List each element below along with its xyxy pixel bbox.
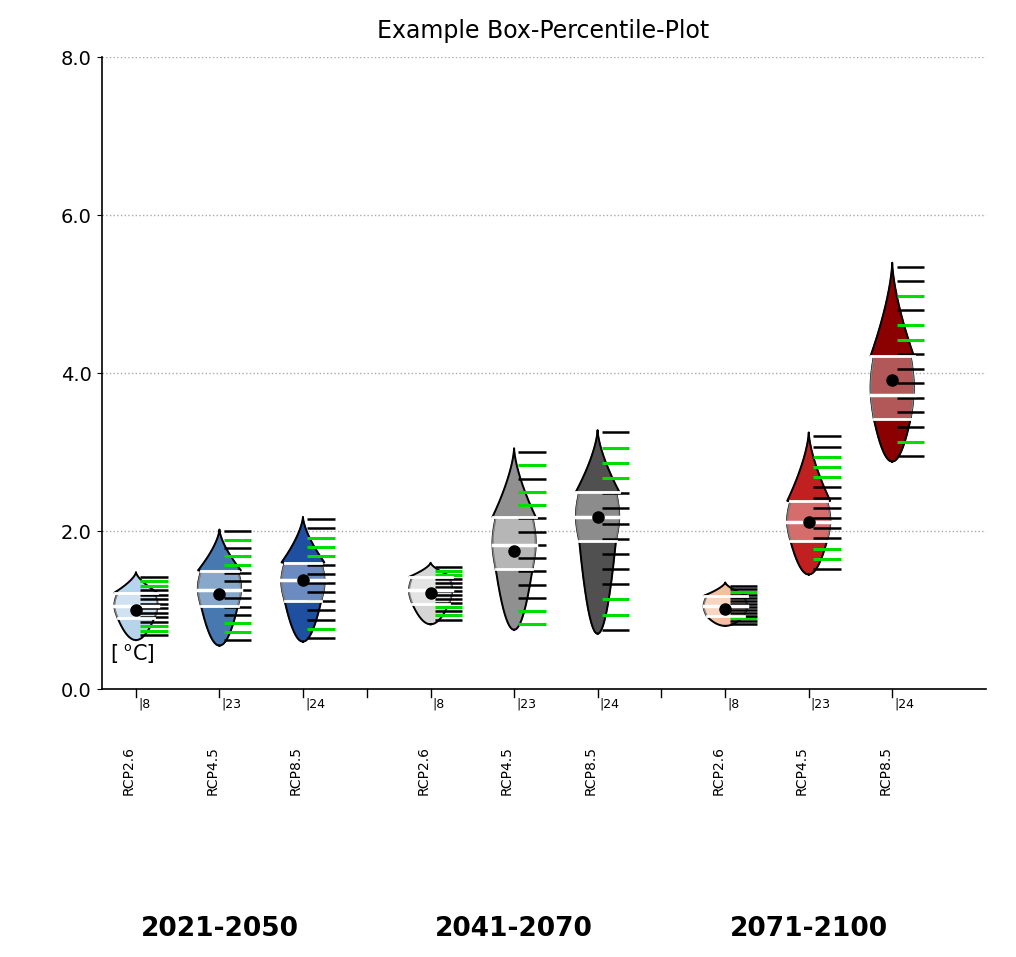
Polygon shape [281,517,324,641]
Title: Example Box-Percentile-Plot: Example Box-Percentile-Plot [377,19,710,43]
Polygon shape [576,430,619,634]
Text: |8: |8 [433,698,445,710]
Text: [: [ [111,644,119,664]
Polygon shape [409,563,452,624]
Polygon shape [198,570,241,606]
Text: RCP2.6: RCP2.6 [122,746,136,795]
Text: C]: C] [132,644,155,664]
Text: 2071-2100: 2071-2100 [729,917,888,943]
Text: |23: |23 [811,698,831,710]
Polygon shape [409,577,452,604]
Text: RCP8.5: RCP8.5 [289,746,303,795]
Text: o: o [124,641,131,655]
Text: RCP4.5: RCP4.5 [500,746,514,794]
Polygon shape [493,517,535,569]
Text: |24: |24 [894,698,914,710]
Text: |23: |23 [516,698,536,710]
Text: |24: |24 [305,698,325,710]
Text: |23: |23 [221,698,242,710]
Text: |8: |8 [138,698,150,710]
Polygon shape [198,529,241,646]
Polygon shape [787,501,830,541]
Polygon shape [281,563,324,601]
Polygon shape [493,448,535,630]
Text: |8: |8 [727,698,740,710]
Text: RCP2.6: RCP2.6 [711,746,725,795]
Polygon shape [871,356,913,419]
Text: RCP8.5: RCP8.5 [878,746,892,795]
Polygon shape [787,433,830,574]
Text: 2041-2070: 2041-2070 [435,917,593,943]
Polygon shape [704,583,747,626]
Text: |24: |24 [599,698,620,710]
Polygon shape [576,492,619,541]
Polygon shape [115,592,157,618]
Polygon shape [115,572,157,640]
Polygon shape [704,596,747,616]
Text: RCP4.5: RCP4.5 [795,746,809,794]
Text: RCP2.6: RCP2.6 [417,746,431,795]
Polygon shape [871,262,913,461]
Text: 2021-2050: 2021-2050 [140,917,299,943]
Text: RCP4.5: RCP4.5 [205,746,219,794]
Text: RCP8.5: RCP8.5 [583,746,597,795]
